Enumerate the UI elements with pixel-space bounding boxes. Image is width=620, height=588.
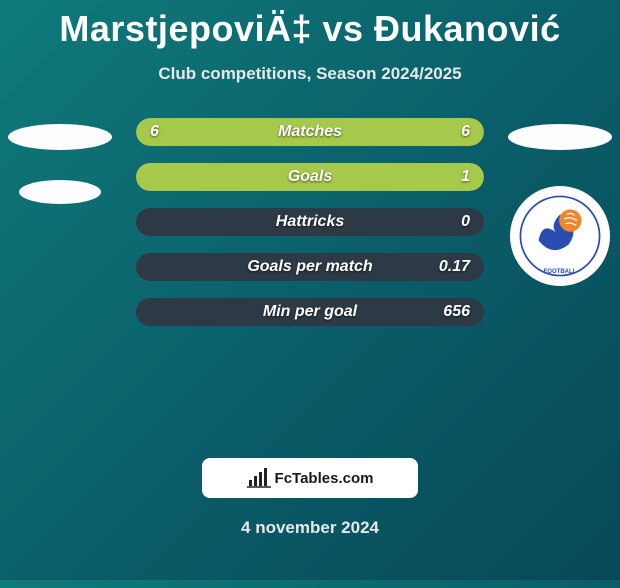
left-badge-2 — [19, 180, 101, 204]
subtitle: Club competitions, Season 2024/2025 — [0, 64, 620, 84]
right-badge-1 — [508, 124, 612, 150]
snapshot-date: 4 november 2024 — [0, 518, 620, 538]
stat-label: Goals per match — [247, 258, 372, 276]
stat-value-right: 6 — [461, 123, 470, 141]
svg-text:FOOTBALL: FOOTBALL — [544, 269, 577, 275]
stat-label: Min per goal — [263, 303, 357, 321]
stat-label: Matches — [278, 123, 342, 141]
stat-value-right: 0.17 — [439, 258, 470, 276]
stat-value-right: 656 — [443, 303, 470, 321]
stat-bar: Goals 1 — [136, 163, 484, 191]
page-title: MarstjepoviÄ‡ vs Đukanović — [0, 8, 620, 50]
comparison-panel: FOOTBALL 6 Matches 6 Goals 1 Hattricks 0 Goals … — [0, 118, 620, 438]
stat-label: Hattricks — [276, 213, 344, 231]
stat-bar: Hattricks 0 — [136, 208, 484, 236]
left-player-badges — [0, 118, 120, 204]
brand-text: FcTables.com — [275, 470, 374, 487]
bar-chart-icon — [247, 468, 271, 488]
stat-value-right: 0 — [461, 213, 470, 231]
stat-bar: Goals per match 0.17 — [136, 253, 484, 281]
club-logo-icon: FOOTBALL — [517, 193, 603, 279]
stat-bar: Min per goal 656 — [136, 298, 484, 326]
right-player-badges: FOOTBALL — [500, 118, 620, 286]
stat-bars: 6 Matches 6 Goals 1 Hattricks 0 Goals per match… — [136, 118, 484, 326]
brand-badge[interactable]: FcTables.com — [202, 458, 418, 498]
stat-value-left: 6 — [150, 123, 159, 141]
left-badge-1 — [8, 124, 112, 150]
stat-bar: 6 Matches 6 — [136, 118, 484, 146]
stat-value-right: 1 — [461, 168, 470, 186]
right-club-logo: FOOTBALL — [510, 186, 610, 286]
stat-label: Goals — [288, 168, 332, 186]
